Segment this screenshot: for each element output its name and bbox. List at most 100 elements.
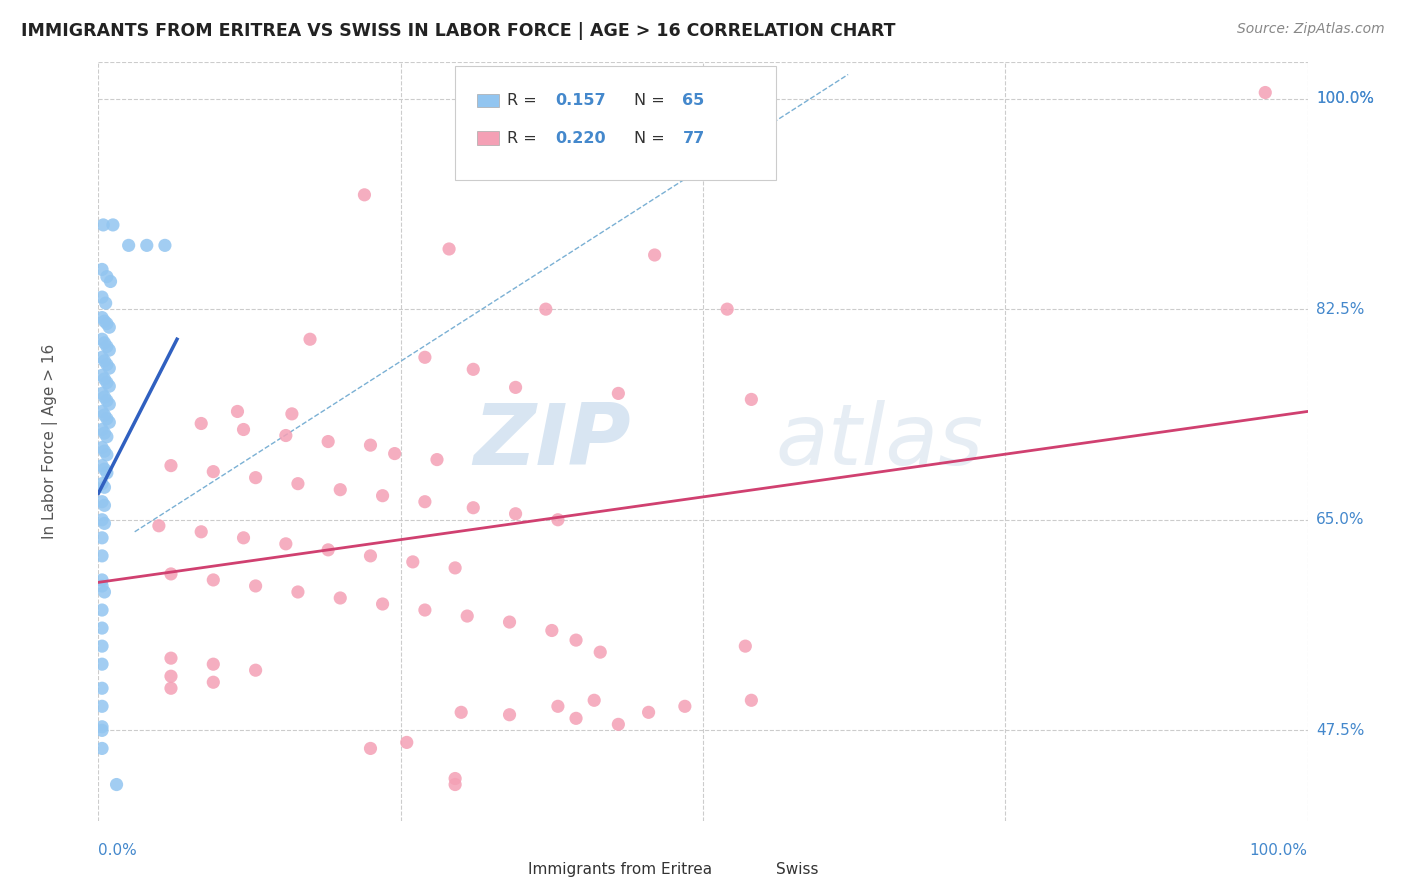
Point (716, 302, 738, 317)
Point (91, 351, 114, 365)
Point (91, 681, 114, 696)
Point (463, 500, 485, 515)
Point (413, 494, 436, 508)
Text: Swiss: Swiss (776, 863, 818, 878)
Point (93, 372, 115, 386)
Point (226, 404, 249, 418)
Text: Immigrants from Eritrea: Immigrants from Eritrea (527, 863, 711, 878)
Point (160, 681, 183, 696)
Point (93, 335, 115, 350)
Point (94, 296, 117, 310)
Point (353, 187, 375, 202)
Text: 100.0%: 100.0% (1250, 844, 1308, 858)
Point (91, 310, 114, 325)
Point (91, 386, 114, 401)
Point (360, 438, 382, 452)
Point (444, 772, 467, 786)
FancyBboxPatch shape (456, 66, 776, 180)
Text: R =: R = (508, 131, 541, 145)
Point (91, 368, 114, 383)
Point (360, 741, 382, 756)
Point (245, 663, 267, 677)
Point (498, 707, 520, 722)
Point (91, 494, 114, 508)
Text: N =: N = (634, 93, 669, 108)
Point (96, 430, 118, 444)
FancyBboxPatch shape (740, 863, 766, 879)
FancyBboxPatch shape (492, 863, 517, 879)
Point (91, 458, 114, 473)
Point (160, 669, 183, 683)
Text: In Labor Force | Age > 16: In Labor Force | Age > 16 (42, 344, 58, 539)
Point (91, 441, 114, 455)
Point (96, 466, 118, 480)
Point (91, 218, 114, 232)
Point (505, 97, 527, 112)
Point (135, 238, 157, 252)
Point (274, 428, 297, 442)
Point (316, 434, 339, 449)
Point (607, 717, 630, 731)
Point (329, 591, 352, 605)
Point (547, 513, 569, 527)
Point (287, 585, 309, 599)
Point (637, 706, 659, 720)
Point (413, 351, 436, 365)
Point (118, 238, 141, 252)
Point (91, 621, 114, 635)
FancyBboxPatch shape (477, 131, 499, 145)
Point (232, 531, 254, 545)
Point (505, 380, 527, 394)
Point (96, 339, 118, 353)
Point (371, 597, 394, 611)
Text: 100.0%: 100.0% (1316, 91, 1374, 106)
Text: N =: N = (634, 131, 669, 145)
Point (329, 483, 352, 497)
Point (245, 470, 267, 484)
Point (316, 542, 339, 557)
Point (463, 362, 485, 376)
Point (93, 499, 115, 513)
Point (101, 218, 124, 232)
Point (91, 699, 114, 714)
Text: 0.220: 0.220 (555, 131, 606, 145)
Point (360, 549, 382, 563)
Point (740, 392, 762, 407)
FancyBboxPatch shape (477, 94, 499, 107)
Text: 0.0%: 0.0% (98, 844, 138, 858)
Text: 47.5%: 47.5% (1316, 723, 1364, 738)
Point (96, 376, 118, 390)
Point (202, 675, 225, 690)
Point (673, 699, 696, 714)
Text: ZIP: ZIP (472, 400, 630, 483)
Point (426, 452, 449, 467)
Point (91, 513, 114, 527)
Point (153, 238, 176, 252)
Point (456, 609, 478, 624)
Point (589, 645, 612, 659)
Point (91, 603, 114, 617)
Point (734, 639, 756, 653)
Point (565, 711, 588, 725)
Point (437, 242, 460, 256)
Point (444, 561, 467, 575)
Text: 65.0%: 65.0% (1316, 512, 1364, 527)
Point (98, 361, 121, 376)
Point (160, 651, 183, 665)
Point (287, 476, 309, 491)
Point (202, 573, 225, 587)
Point (93, 585, 115, 599)
Text: 65: 65 (682, 93, 704, 108)
Point (98, 379, 121, 393)
Point (96, 448, 118, 462)
Point (202, 657, 225, 672)
Point (91, 579, 114, 593)
Point (160, 566, 183, 581)
Point (96, 358, 118, 372)
Point (91, 549, 114, 563)
Point (91, 476, 114, 491)
Point (281, 407, 304, 421)
Point (96, 393, 118, 408)
Point (93, 314, 115, 328)
Point (91, 262, 114, 277)
